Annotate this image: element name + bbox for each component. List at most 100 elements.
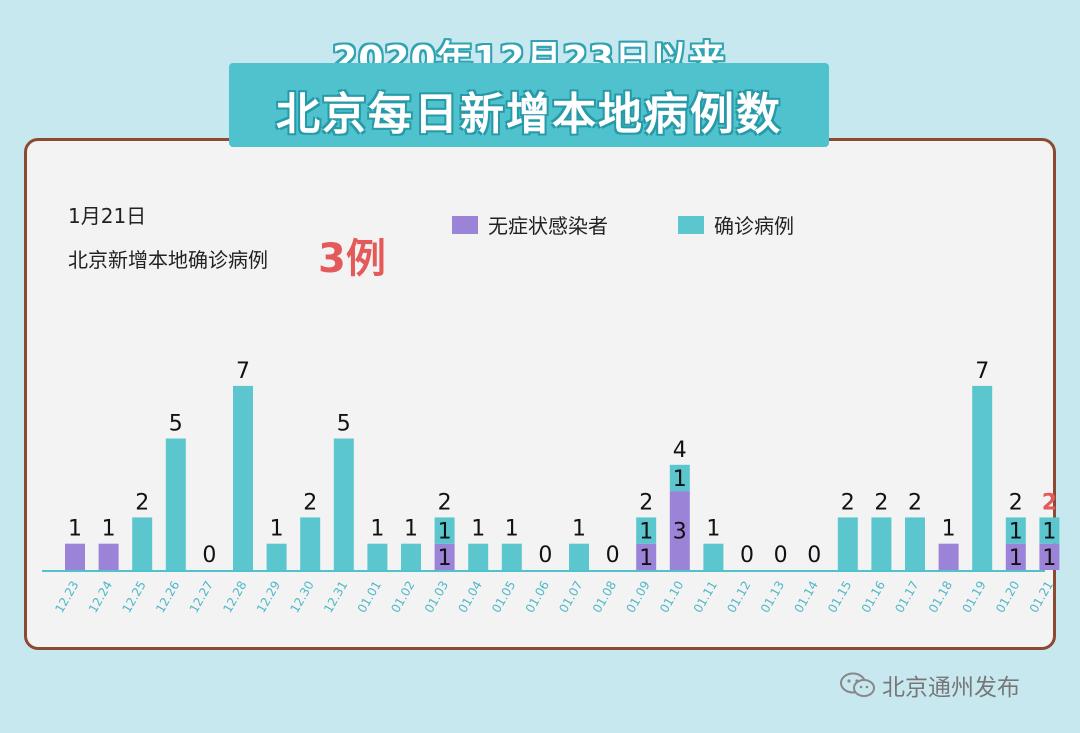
data-label-total: 5 (337, 412, 351, 437)
bar-asymptomatic (636, 543, 657, 570)
x-tick-label: 12.25 (119, 579, 148, 616)
x-tick-label: 12.23 (52, 579, 81, 616)
x-tick-label: 01.06 (523, 579, 552, 616)
bar-asymptomatic (1039, 543, 1060, 570)
x-tick-label: 01.13 (758, 579, 787, 616)
data-label-asymptomatic: 3 (673, 520, 687, 545)
bar-confirmed (905, 517, 925, 570)
data-label-total: 2 (908, 490, 922, 515)
note-text: 北京新增本地确诊病例 (68, 248, 268, 272)
x-tick-label: 12.27 (187, 579, 216, 616)
data-label-total: 1 (270, 517, 284, 542)
x-tick-label: 01.21 (1027, 579, 1056, 616)
wechat-icon (840, 672, 875, 697)
data-label-total: 1 (471, 517, 485, 542)
bar-confirmed (501, 543, 522, 570)
bar-confirmed (401, 543, 421, 570)
data-label-total: 2 (135, 490, 149, 515)
x-tick-label: 01.16 (859, 579, 888, 616)
x-tick-label: 01.18 (926, 579, 955, 616)
data-label-total: 1 (572, 517, 586, 542)
note-date: 1月21日 (68, 204, 147, 228)
bar-confirmed (1005, 517, 1026, 544)
x-tick-label: 01.12 (724, 579, 753, 616)
data-label-confirmed: 1 (1042, 520, 1056, 545)
bar-confirmed (468, 543, 489, 570)
footer-source: 北京通州发布 (838, 668, 1020, 702)
x-tick-label: 01.15 (825, 579, 854, 616)
x-tick-label: 01.17 (892, 579, 921, 616)
x-tick-label: 12.31 (321, 579, 350, 616)
x-tick-label: 01.11 (691, 579, 720, 616)
data-label-total: 4 (673, 438, 687, 463)
data-label-confirmed: 1 (1009, 520, 1023, 545)
bar-confirmed (703, 543, 724, 570)
data-label-confirmed: 1 (639, 520, 653, 545)
data-label-total: 0 (538, 543, 552, 568)
x-tick-label: 01.01 (355, 579, 384, 616)
legend-label-confirmed: 确诊病例 (714, 214, 794, 238)
bar-confirmed (300, 517, 321, 570)
data-label-total: 2 (1042, 490, 1057, 515)
data-label-asymptomatic: 1 (1009, 546, 1023, 571)
data-label-total: 1 (370, 517, 384, 542)
data-label-total: 0 (606, 543, 620, 568)
x-tick-label: 01.09 (623, 579, 652, 616)
title-banner (229, 63, 829, 147)
bar-confirmed (266, 543, 287, 570)
data-label-total: 1 (942, 517, 956, 542)
data-label-asymptomatic: 1 (639, 546, 653, 571)
legend-swatch-asymptomatic (452, 215, 478, 234)
x-tick-label: 01.08 (590, 579, 619, 616)
bar-confirmed (669, 464, 690, 492)
legend-confirmed: 确诊病例 (678, 210, 794, 239)
data-label-total: 1 (505, 517, 519, 542)
bar-confirmed (233, 385, 253, 570)
x-tick-label: 01.19 (959, 579, 988, 616)
bar-confirmed (333, 438, 354, 570)
bar-confirmed (434, 517, 455, 544)
x-tick-label: 01.02 (388, 579, 417, 616)
x-tick-label: 01.05 (489, 579, 518, 616)
x-tick-label: 01.04 (455, 579, 484, 616)
legend-label-asymptomatic: 无症状感染者 (488, 214, 608, 238)
title-line-2: 北京每日新增本地病例数 (276, 89, 782, 140)
bar-asymptomatic (434, 543, 455, 570)
bar-confirmed (972, 385, 993, 570)
bar-asymptomatic (938, 543, 959, 570)
bar-confirmed (871, 517, 892, 570)
x-tick-label: 01.10 (657, 579, 686, 616)
data-label-confirmed: 1 (438, 520, 452, 545)
x-tick-label: 12.24 (86, 579, 115, 616)
bar-confirmed (1039, 517, 1060, 544)
x-tick-label: 12.30 (287, 579, 316, 616)
legend-asymptomatic: 无症状感染者 (452, 210, 608, 239)
x-tick-label: 12.28 (220, 579, 249, 616)
data-label-total: 1 (68, 517, 82, 542)
data-label-total: 5 (169, 412, 183, 437)
data-label-total: 1 (102, 517, 116, 542)
bar-confirmed (636, 517, 657, 544)
data-label-total: 2 (1009, 490, 1023, 515)
x-tick-label: 01.03 (422, 579, 451, 616)
data-label-total: 0 (202, 543, 216, 568)
data-label-total: 2 (438, 490, 452, 515)
data-label-total: 2 (303, 490, 317, 515)
x-tick-label: 01.20 (993, 579, 1022, 616)
data-label-asymptomatic: 1 (1042, 546, 1056, 571)
data-label-asymptomatic: 1 (438, 546, 452, 571)
data-label-total: 1 (706, 517, 720, 542)
x-tick-label: 01.14 (791, 579, 820, 616)
legend-swatch-confirmed (678, 215, 704, 234)
data-label-total: 7 (975, 359, 989, 384)
bar-asymptomatic (98, 543, 119, 570)
data-label-total: 7 (236, 359, 250, 384)
bar-asymptomatic (1005, 543, 1026, 570)
footer-source-text: 北京通州发布 (882, 675, 1020, 701)
data-label-total: 2 (639, 490, 653, 515)
bar-confirmed (132, 517, 153, 570)
bar-confirmed (367, 543, 388, 570)
x-tick-label: 12.26 (153, 579, 182, 616)
bar-confirmed (165, 438, 186, 570)
